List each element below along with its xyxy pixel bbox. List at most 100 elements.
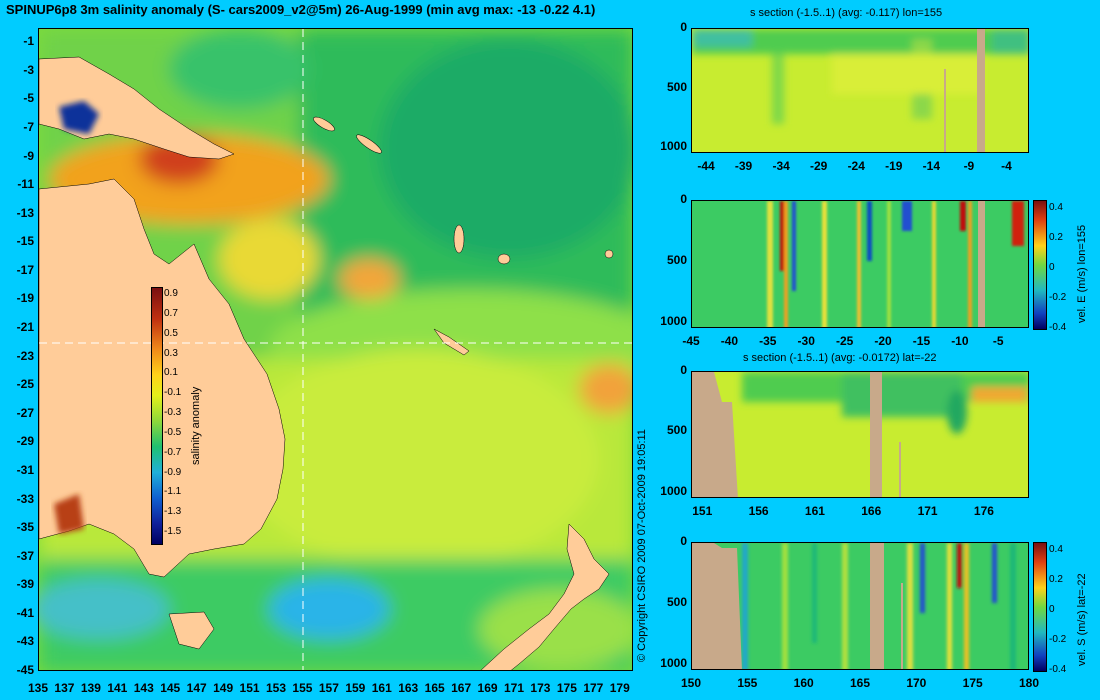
map-colorbar-tick: 0.7 [164,307,178,319]
section-colorbar-tick: -0.2 [1049,291,1067,303]
map-colorbar [151,287,163,545]
map-y-tick: -21 [16,320,34,335]
map-y-tick: -35 [16,520,34,535]
map-x-tick: 169 [477,681,498,695]
s-section-lat-plot [691,371,1029,498]
map-x-tick: 153 [265,681,287,695]
section-x-tick: 151 [692,504,713,518]
map-x-tick: 149 [213,681,234,695]
map-y-tick: -29 [16,434,34,449]
map-y-tick: -43 [16,634,34,649]
section-y-tick: 1000 [660,139,687,154]
map-colorbar-tick: -0.1 [164,387,182,399]
map-x-tick: 151 [239,681,260,695]
map-y-tick: -17 [16,262,34,277]
map-colorbar-tick: -0.9 [164,466,182,478]
section-colorbar-tick: -0.4 [1049,322,1067,333]
map-x-tick: 139 [80,681,101,695]
section-x-tick: -25 [835,334,854,348]
section-x-tick: -15 [912,334,931,348]
map-y-tick: -45 [16,663,34,677]
salinity-map [38,28,633,671]
section-x-tick: -19 [885,159,903,173]
section-colorbar-tick: 0.2 [1049,231,1063,243]
section-colorbar-tick: 0.4 [1049,201,1063,213]
map-y-tick: -33 [16,491,34,506]
map-y-tick: -41 [16,605,34,620]
vel-s-section-plot [691,542,1029,670]
section-x-tick: 165 [849,676,871,690]
map-y-tick: -11 [17,177,34,192]
map-x-tick: 177 [583,681,604,695]
map-x-tick: 137 [54,681,75,695]
section-x-tick: -45 [682,334,700,348]
vel-e-colorbar-label: vel. E (m/s) lon=155 [1076,224,1088,323]
map-x-tick: 165 [424,681,445,695]
map-colorbar-tick: -0.3 [164,407,182,418]
section-colorbar-tick: 0 [1049,261,1055,273]
section-x-tick: -39 [734,159,753,173]
section-x-tick: 150 [680,676,702,690]
map-y-tick: -9 [23,148,34,163]
map-colorbar-tick: -1.5 [164,526,182,537]
section-y-tick: 0 [680,20,687,34]
section-x-tick: -14 [922,159,941,173]
map-x-tick: 159 [345,681,366,695]
map-y-tick: -3 [23,62,34,77]
map-y-tick: -27 [16,405,34,420]
section-x-tick: 176 [973,504,994,518]
map-y-tick: -39 [16,577,34,592]
section-y-tick: 500 [666,423,687,438]
s-section-lon-plot [691,28,1029,153]
map-colorbar-tick: -1.3 [164,506,182,518]
map-x-tick: 141 [107,681,128,695]
section-y-tick: 1000 [660,313,687,328]
map-x-tick: 163 [398,681,419,695]
section-colorbar-tick: 0.4 [1049,543,1063,555]
section-y-tick: 0 [680,534,687,548]
map-y-tick: -23 [16,348,34,363]
map-y-tick: -37 [16,548,34,563]
map-y-tick: -25 [16,377,34,392]
map-x-tick: 167 [451,681,472,695]
section-colorbar-tick: 0.2 [1049,573,1063,585]
section-x-tick: -4 [1001,159,1012,173]
section-colorbar-tick: -0.4 [1049,664,1067,675]
section-x-tick: -24 [847,159,865,173]
map-colorbar-tick: 0.5 [164,327,178,339]
section-x-tick: 175 [962,676,983,690]
section-x-tick: 160 [793,676,814,690]
section-y-tick: 500 [666,252,687,267]
map-x-tick: 147 [186,681,207,695]
copyright-text: © Copyright CSIRO 2009 07-Oct-2009 19:05… [636,429,648,662]
section-colorbar-tick: 0 [1049,603,1055,615]
s-section-lon-title: s section (-1.5..1) (avg: -0.117) lon=15… [750,7,943,19]
map-x-tick: 145 [160,681,181,695]
map-colorbar-tick: 0.9 [164,288,178,299]
map-x-tick: 143 [133,681,154,695]
section-x-tick: -9 [963,159,975,173]
section-y-tick: 500 [666,79,687,94]
section-y-tick: 1000 [660,483,687,498]
section-x-tick: -10 [951,334,969,348]
section-x-tick: 166 [861,504,882,518]
map-colorbar-label: salinity anomaly [190,386,202,465]
section-y-tick: 0 [680,363,687,377]
section-x-tick: -35 [759,334,777,348]
section-x-tick: 171 [917,504,938,518]
map-x-tick: 157 [318,681,339,695]
section-y-tick: 500 [666,594,687,609]
section-x-tick: 156 [748,504,769,518]
map-x-tick: 171 [503,681,525,695]
section-x-tick: -44 [697,159,715,173]
vel-s-colorbar [1033,542,1047,672]
map-y-tick: -7 [23,120,34,135]
section-x-tick: -40 [720,334,739,348]
map-x-tick: 179 [609,681,630,695]
map-y-tick: -5 [23,91,34,106]
section-y-tick: 0 [680,192,687,206]
section-x-tick: 155 [737,676,758,690]
section-x-tick: -5 [992,334,1004,348]
vel-s-colorbar-label: vel. S (m/s) lat=-22 [1076,573,1088,666]
map-colorbar-tick: 0.1 [164,367,178,379]
